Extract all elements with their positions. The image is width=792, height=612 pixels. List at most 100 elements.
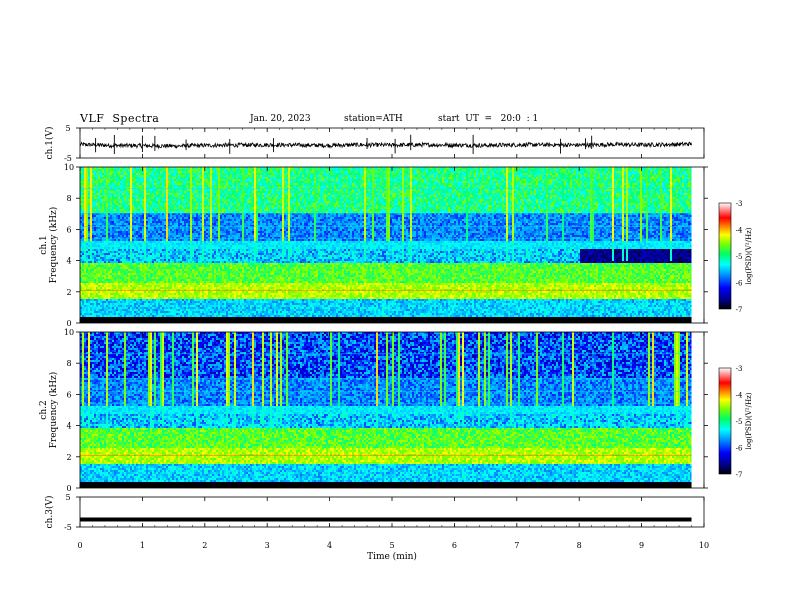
ch1-spectrogram-cell — [84, 287, 86, 289]
ch1-spectrogram-cell — [88, 191, 90, 193]
ch1-spectrogram-cell — [130, 249, 132, 251]
ch1-spectrogram-cell — [80, 283, 82, 285]
ch1-spectrogram-cell — [80, 187, 82, 189]
ch1-spectrogram-cell — [148, 175, 150, 177]
ch1-spectrogram-cell — [106, 173, 108, 175]
ch1-spectrogram-cell — [120, 211, 122, 213]
ch1-spectrogram-cell — [170, 303, 172, 305]
ch1-spectrogram-cell — [204, 275, 206, 277]
ch1-spectrogram-cell — [142, 231, 144, 233]
ch1-spectrogram-cell — [206, 183, 208, 185]
ch1-spectrogram-cell — [180, 173, 182, 175]
ch1-spectrogram-cell — [86, 199, 88, 201]
ch1-spectrogram-cell — [116, 287, 118, 289]
ch1-spectrogram-cell — [190, 209, 192, 211]
ch1-spectrogram-cell — [200, 175, 202, 177]
ch1-spectrogram-cell — [114, 259, 116, 261]
ch1-spectrogram-cell — [146, 197, 148, 199]
ch1-spectrogram-cell — [80, 223, 82, 225]
ch1-spectrogram-cell — [102, 251, 104, 253]
ch1-spectrogram-cell — [164, 251, 166, 253]
ch1-spectrogram-cell — [174, 299, 176, 301]
ch1-spectrogram-cell — [180, 189, 182, 191]
ch1-spectrogram-cell — [134, 277, 136, 279]
ch1-spectrogram-cell — [176, 317, 178, 319]
ch1-spectrogram-cell — [148, 193, 150, 195]
ch1-spectrogram-cell — [98, 241, 100, 243]
ch1-spectrogram-cell — [134, 233, 136, 235]
ch1-spectrogram-cell — [106, 271, 108, 273]
ch1-spectrogram-cell — [140, 253, 142, 255]
ch1-spectrogram-cell — [164, 285, 166, 287]
ch1-spectrogram-cell — [162, 267, 164, 269]
ch1-spectrogram-cell — [124, 219, 126, 221]
ch1-spectrogram-cell — [158, 283, 160, 285]
ch1-spectrogram-cell — [196, 291, 198, 293]
ch1-spectrogram-cell — [94, 271, 96, 273]
ch1-spectrogram-cell — [180, 277, 182, 279]
ch1-spectrogram-cell — [164, 295, 166, 297]
ch1-spectrogram-cell — [200, 207, 202, 209]
ch1-spectrogram-cell — [164, 237, 166, 239]
ch1-spectrogram-cell — [170, 231, 172, 233]
ch1-spectrogram-cell — [168, 259, 170, 261]
ch1-spectrogram-cell — [176, 261, 178, 263]
ch1-spectrogram-cell — [106, 245, 108, 247]
ch1-spectrogram-cell — [170, 271, 172, 273]
ch1-spectrogram-cell — [126, 281, 128, 283]
ch1-spectrogram-cell — [142, 307, 144, 309]
ch1-spectrogram-cell — [90, 173, 92, 175]
ch1-spectrogram-cell — [198, 193, 200, 195]
ch1-spectrogram-cell — [98, 255, 100, 257]
ch1-spectrogram-cell — [80, 209, 82, 211]
ch1-spectrogram-cell — [132, 231, 134, 233]
ch1-spectrogram-cell — [122, 279, 124, 281]
ch1-spectrogram-cell — [120, 223, 122, 225]
ch1-spectrogram-cell — [88, 171, 90, 173]
ch1-spectrogram-cell — [138, 177, 140, 179]
ch1-spectrogram-cell — [200, 279, 202, 281]
ch1-spectrogram-cell — [166, 205, 168, 207]
ch1-spectrogram-cell — [138, 305, 140, 307]
ch1-spectrogram-cell — [146, 261, 148, 263]
ch1-spectrogram-cell — [118, 291, 120, 293]
ch1-spectrogram-cell — [122, 235, 124, 237]
ch1-spectrogram-cell — [200, 183, 202, 185]
ch1-spectrogram-cell — [172, 189, 174, 191]
ch1-spectrogram-cell — [80, 247, 82, 249]
ch1-spectrogram-cell — [142, 175, 144, 177]
ch1-spectrogram-cell — [96, 205, 98, 207]
ch1-spectrogram-cell — [94, 223, 96, 225]
ch1-spectrogram-cell — [122, 287, 124, 289]
ch1-spectrogram-cell — [108, 181, 110, 183]
ch1-spectrogram-cell — [90, 209, 92, 211]
ch1-spectrogram-cell — [104, 171, 106, 173]
ch1-spectrogram-cell — [86, 215, 88, 217]
ch1-spectrogram-cell — [112, 297, 114, 299]
ch1-spectrogram-cell — [84, 207, 86, 209]
ch1-spectrogram-cell — [176, 183, 178, 185]
ch1-spectrogram-cell — [168, 169, 170, 171]
ch1-spectrogram-cell — [154, 287, 156, 289]
ch1-spectrogram-cell — [202, 171, 204, 173]
ch1-spectrogram-cell — [136, 209, 138, 211]
ch1-spectrogram-cell — [114, 215, 116, 217]
ch1-spectrogram-cell — [178, 227, 180, 229]
ch1-spectrogram-cell — [148, 171, 150, 173]
ch1-spectrogram-cell — [106, 285, 108, 287]
ch1-spectrogram-cell — [154, 295, 156, 297]
ch1-spectrogram-cell — [190, 253, 192, 255]
ch1-spectrogram-cell — [120, 291, 122, 293]
ch1-spectrogram-cell — [114, 233, 116, 235]
ch1-spectrogram-cell — [88, 253, 90, 255]
ch1-spectrogram-cell — [80, 257, 82, 259]
ch1-spectrogram-cell — [86, 315, 88, 317]
ch1-spectrogram-cell — [146, 251, 148, 253]
ch1-spectrogram-cell — [108, 193, 110, 195]
ch1-spectrogram-cell — [192, 281, 194, 283]
ch1-spectrogram-cell — [156, 167, 158, 169]
ch1-spectrogram-cell — [82, 179, 84, 181]
ch1-spectrogram-cell — [80, 255, 82, 257]
ch1-spectrogram-cell — [104, 217, 106, 219]
ch1-spectrogram-cell — [142, 215, 144, 217]
